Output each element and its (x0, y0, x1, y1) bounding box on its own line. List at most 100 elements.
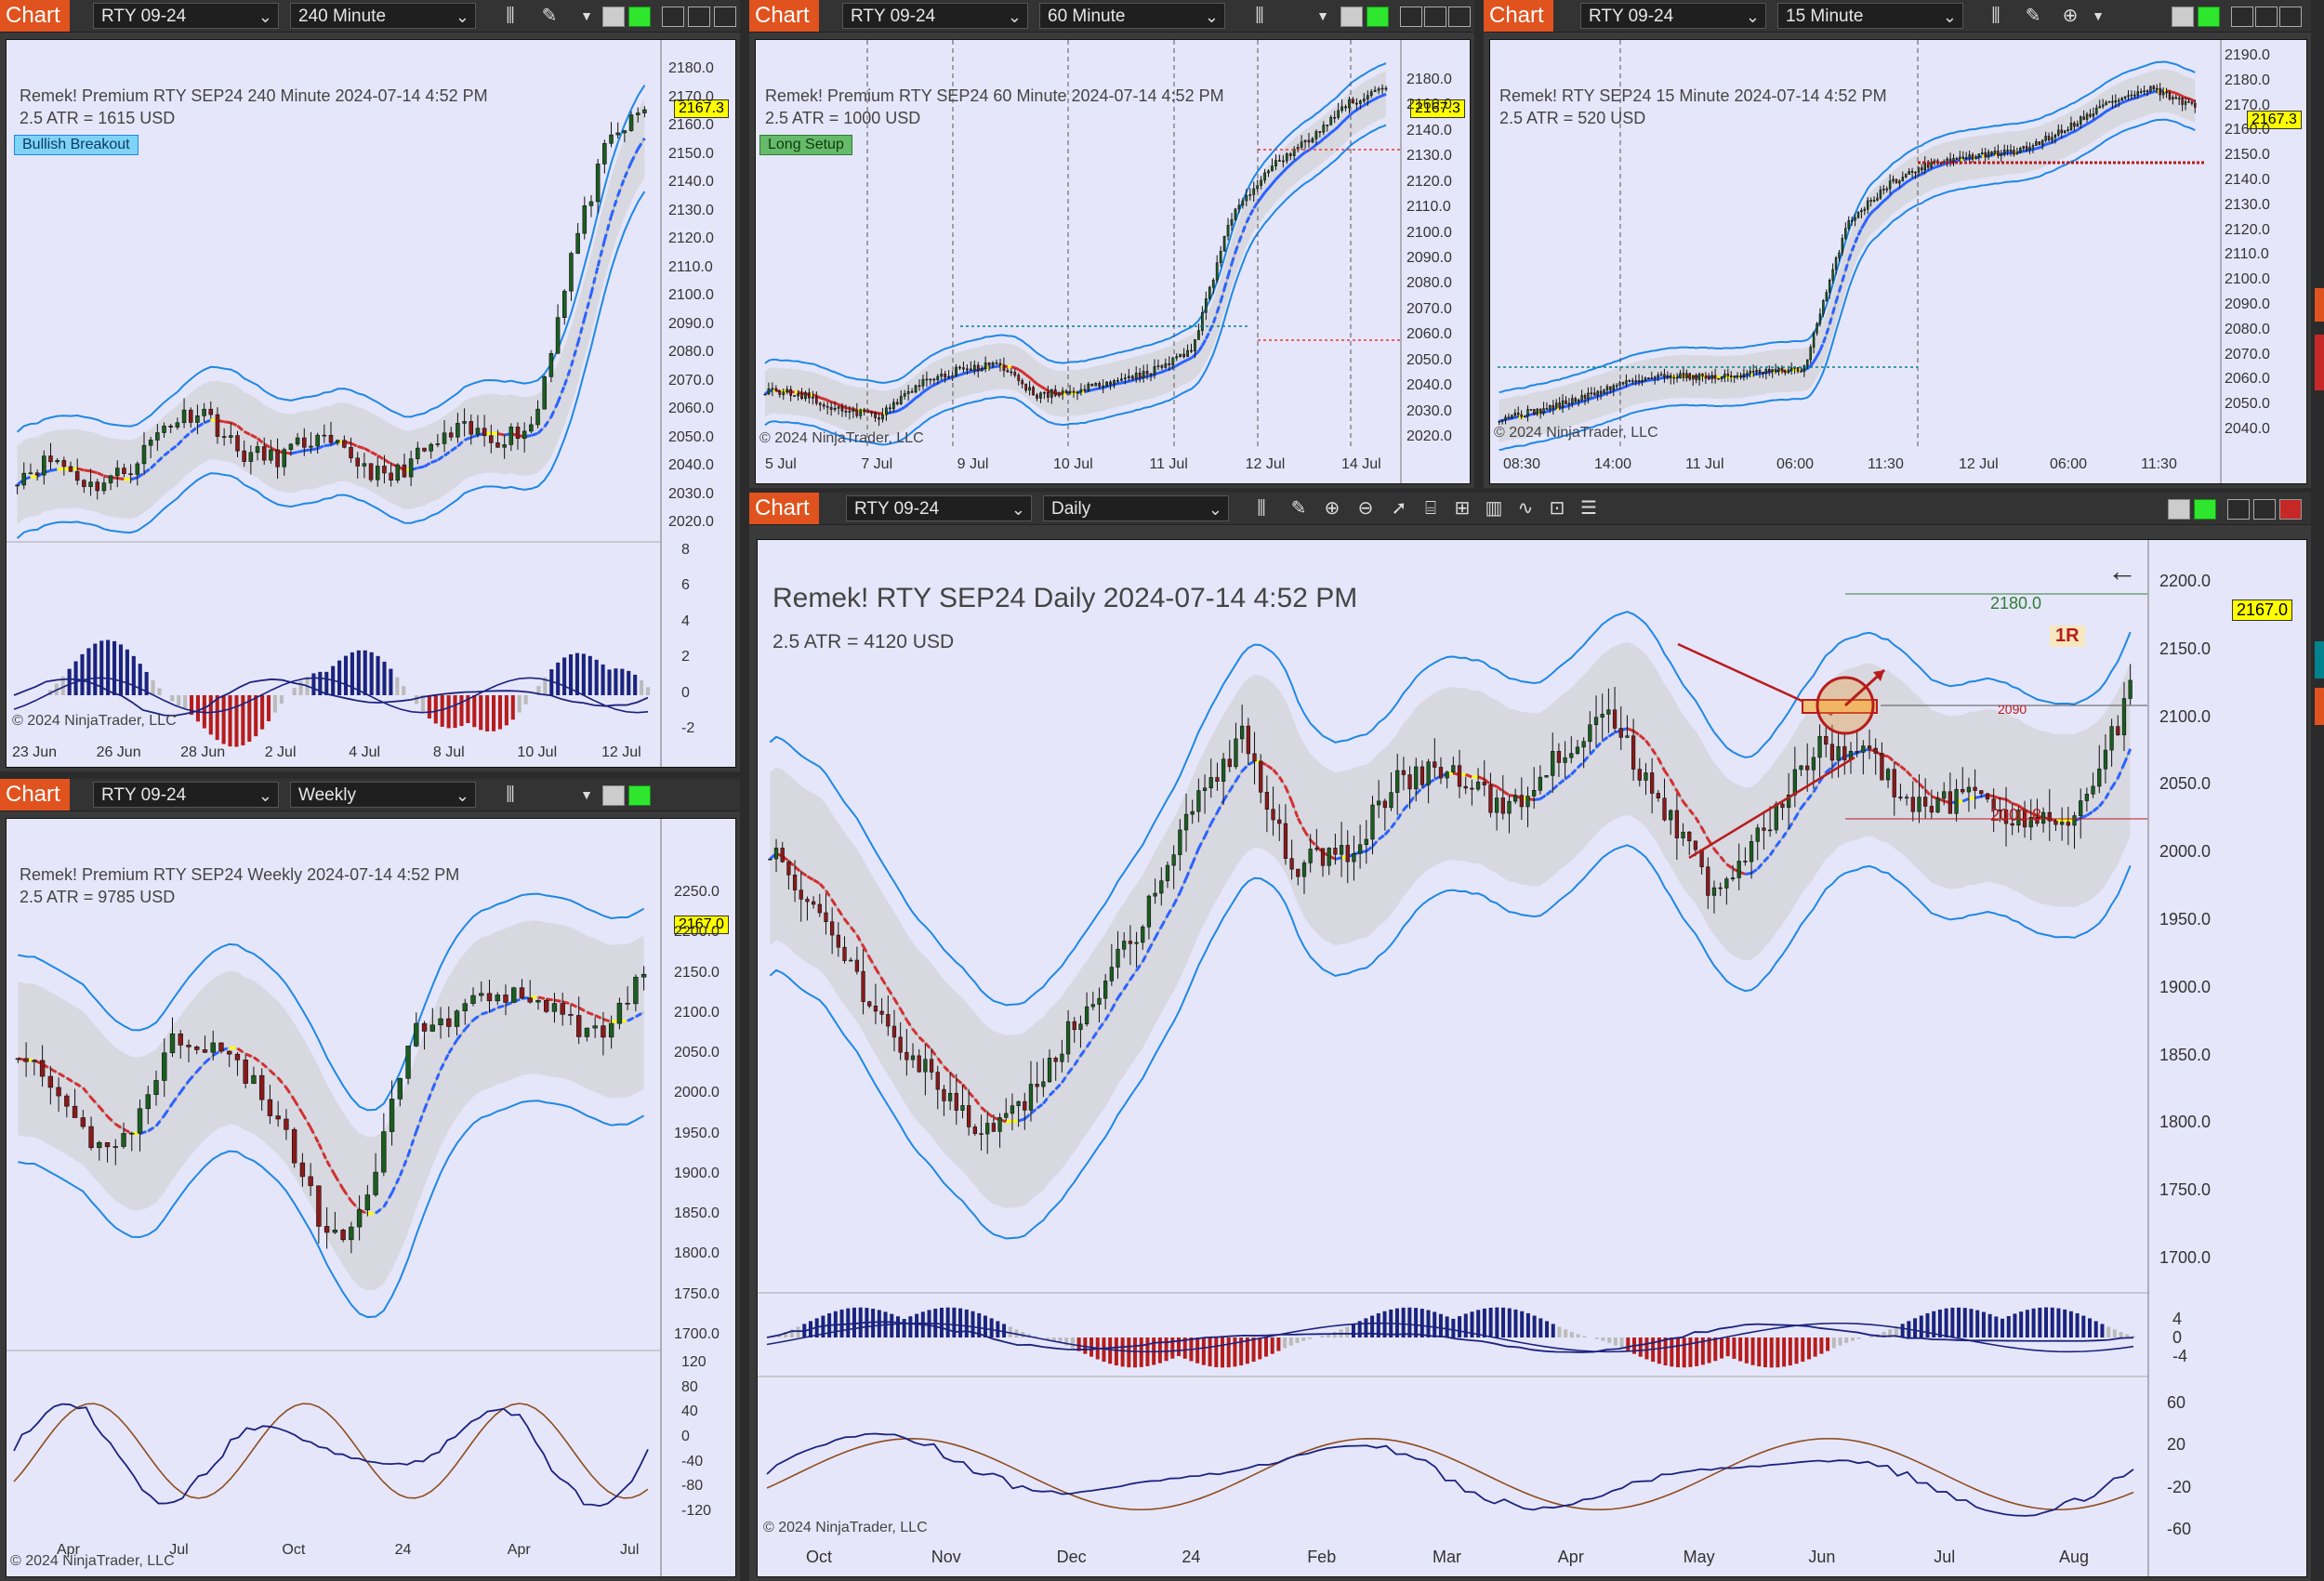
period-selector[interactable]: 15 Minute ⌄ (1777, 3, 1963, 29)
trend-line-segment (1675, 790, 1684, 803)
minimize-button[interactable] (2227, 499, 2250, 520)
draw-icon[interactable]: ✎ (541, 6, 558, 26)
maximize-button[interactable] (1424, 7, 1446, 27)
candle-body (2079, 116, 2082, 125)
window-tile-button[interactable] (602, 7, 625, 27)
bars-icon[interactable]: ⫼ (1257, 498, 1266, 519)
bars-icon[interactable]: ⫼ (506, 6, 515, 26)
trend-line-segment (955, 1077, 964, 1086)
candle-body (456, 423, 460, 438)
chevron-down-icon[interactable]: ▼ (580, 8, 593, 23)
bars-icon[interactable]: ⫼ (506, 784, 515, 805)
close-button[interactable] (714, 7, 736, 27)
window-tile-button[interactable] (1340, 7, 1363, 27)
link-color-button[interactable] (1367, 7, 1389, 27)
period-selector[interactable]: 240 Minute ⌄ (290, 3, 476, 29)
candle-body (2028, 146, 2031, 151)
bars-icon[interactable]: ⫼ (1991, 6, 2000, 26)
chart-tab[interactable]: Chart (749, 493, 819, 524)
zoom-in-icon[interactable]: ⊕ (2062, 6, 2079, 26)
trend-line-segment (2086, 121, 2092, 125)
chevron-down-icon[interactable]: ▼ (580, 787, 593, 802)
trend-line-segment (2098, 112, 2105, 118)
trend-line-segment (2086, 810, 2094, 817)
close-button[interactable] (2279, 499, 2302, 520)
trend-line-segment (933, 381, 939, 387)
chart-panel[interactable]: Remek! Premium RTY SEP24 60 Minute 2024-… (755, 39, 1471, 484)
candle-body (1628, 380, 1631, 382)
candle-body (529, 424, 534, 432)
candle-body (1194, 339, 1196, 352)
axis-tick-label: 12 Jul (601, 744, 641, 760)
candle-body (1090, 383, 1094, 387)
maximize-button[interactable] (2255, 7, 2278, 27)
chart-panel[interactable]: Remek! Premium RTY SEP24 240 Minute 2024… (6, 39, 736, 768)
window-tile-button[interactable] (2172, 7, 2194, 27)
candle-body (1653, 376, 1657, 379)
back-arrow-icon[interactable]: ← (2107, 554, 2137, 587)
instrument-selector[interactable]: RTY 09-24 ⌄ (93, 782, 279, 808)
minimize-button[interactable] (1400, 7, 1422, 27)
minimize-button[interactable] (2231, 7, 2253, 27)
link-color-button[interactable] (2194, 499, 2216, 520)
chart-tab[interactable]: Chart (749, 0, 819, 32)
period-selector[interactable]: 60 Minute ⌄ (1039, 3, 1225, 29)
zoom-in-icon[interactable]: ⊕ (1324, 498, 1340, 519)
candle-body (786, 861, 791, 876)
strategies-icon[interactable]: ⊡ (1549, 498, 1565, 519)
list-icon[interactable]: ☰ (1580, 498, 1597, 519)
chevron-down-icon[interactable]: ▼ (1316, 8, 1329, 23)
trend-line-segment (1619, 386, 1624, 390)
chart-panel[interactable]: Remek! RTY SEP24 Daily 2024-07-14 4:52 P… (757, 539, 2307, 1577)
chart-tab[interactable]: Chart (0, 0, 70, 32)
candle-body (1806, 359, 1809, 366)
candle-body (932, 378, 936, 381)
period-selector[interactable]: Weekly ⌄ (290, 782, 476, 808)
indicators-icon[interactable]: ∿ (1517, 498, 1534, 519)
chart-style-icon[interactable]: ▥ (1485, 498, 1503, 519)
trend-line-segment (1066, 1064, 1076, 1074)
minimize-button[interactable] (662, 7, 684, 27)
instrument-selector[interactable]: RTY 09-24 ⌄ (1580, 3, 1766, 29)
maximize-button[interactable] (688, 7, 710, 27)
window-tile-button[interactable] (602, 785, 625, 806)
chart-tab[interactable]: Chart (0, 779, 70, 810)
link-color-button[interactable] (2198, 7, 2220, 27)
close-button[interactable] (2279, 7, 2302, 27)
candle-body (588, 201, 594, 206)
properties-icon[interactable]: ⊞ (1454, 498, 1471, 519)
period-selector[interactable]: Daily ⌄ (1043, 495, 1229, 521)
bars-icon[interactable]: ⫼ (1255, 6, 1264, 26)
trend-line-segment (1172, 891, 1182, 906)
candle-body (929, 1059, 934, 1073)
trend-line-segment (481, 1010, 490, 1016)
data-box-icon[interactable]: ⌸ (1425, 498, 1436, 519)
trend-line-segment (1609, 389, 1615, 394)
link-color-button[interactable] (628, 785, 651, 806)
trend-line-segment (310, 447, 318, 452)
instrument-selector[interactable]: RTY 09-24 ⌄ (93, 3, 279, 29)
chart-panel[interactable]: Remek! RTY SEP24 15 Minute 2024-07-14 4:… (1489, 39, 2307, 484)
trend-line-segment (905, 1019, 915, 1031)
maximize-button[interactable] (2253, 499, 2276, 520)
instrument-selector[interactable]: RTY 09-24 ⌄ (846, 495, 1032, 521)
pointer-icon[interactable]: ➚ (1391, 498, 1407, 519)
chart-panel[interactable]: Remek! Premium RTY SEP24 Weekly 2024-07-… (6, 818, 736, 1577)
trend-line-segment (819, 396, 825, 401)
candle-body (984, 362, 987, 369)
side-edge-marker (2315, 641, 2324, 679)
period-value: 60 Minute (1048, 7, 1126, 26)
chart-tab[interactable]: Chart (1484, 0, 1553, 32)
zoom-out-icon[interactable]: ⊖ (1357, 498, 1374, 519)
trend-line-segment (1533, 797, 1541, 802)
axis-tick-label: 14:00 (1594, 456, 1632, 472)
draw-icon[interactable]: ✎ (2025, 6, 2041, 26)
candle-body (2103, 749, 2108, 770)
axis-tick-label: 2030.0 (1406, 402, 1452, 419)
chevron-down-icon[interactable]: ▼ (2092, 8, 2105, 23)
window-tile-button[interactable] (2168, 499, 2190, 520)
instrument-selector[interactable]: RTY 09-24 ⌄ (842, 3, 1028, 29)
close-button[interactable] (1448, 7, 1471, 27)
link-color-button[interactable] (628, 7, 651, 27)
draw-icon[interactable]: ✎ (1290, 498, 1307, 519)
